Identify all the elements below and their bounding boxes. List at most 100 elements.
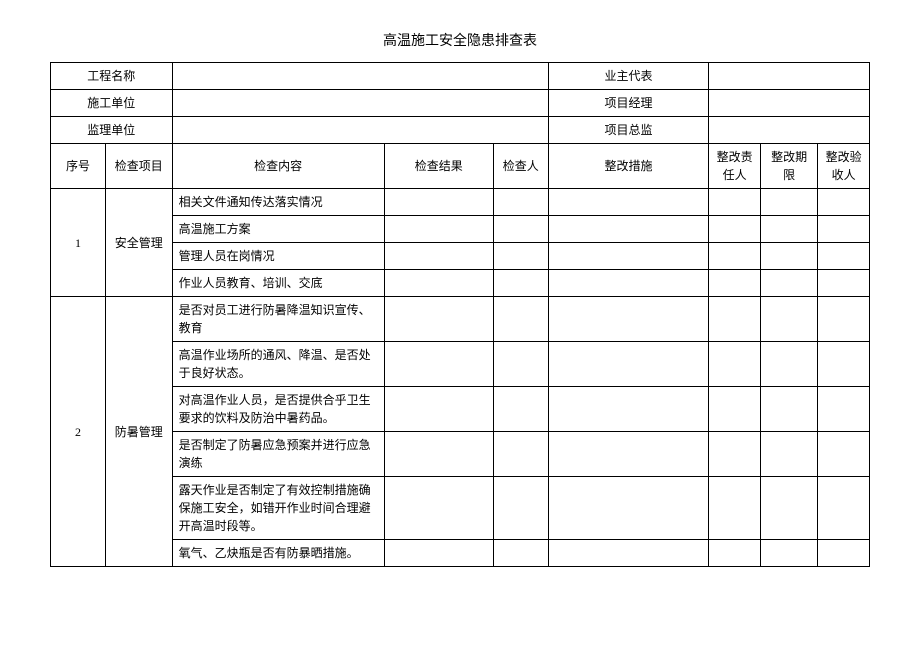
table-row: 作业人员教育、培训、交底 [51, 270, 870, 297]
deadline-cell [760, 342, 817, 387]
content-cell: 氧气、乙炔瓶是否有防暴晒措施。 [172, 540, 384, 567]
measure-cell [548, 243, 709, 270]
info-row-2: 施工单位 项目经理 [51, 90, 870, 117]
result-cell [384, 216, 493, 243]
deadline-cell [760, 432, 817, 477]
person-cell [493, 216, 548, 243]
resp-cell [709, 243, 761, 270]
person-cell [493, 477, 548, 540]
result-cell [384, 432, 493, 477]
project-name-value [172, 63, 548, 90]
accept-cell [818, 432, 870, 477]
measure-cell [548, 216, 709, 243]
result-cell [384, 270, 493, 297]
header-deadline: 整改期限 [760, 144, 817, 189]
table-row: 高温施工方案 [51, 216, 870, 243]
info-row-1: 工程名称 业主代表 [51, 63, 870, 90]
item-cell: 防暑管理 [106, 297, 173, 567]
accept-cell [818, 189, 870, 216]
measure-cell [548, 342, 709, 387]
measure-cell [548, 189, 709, 216]
person-cell [493, 270, 548, 297]
table-row: 1 安全管理 相关文件通知传达落实情况 [51, 189, 870, 216]
measure-cell [548, 432, 709, 477]
content-cell: 露天作业是否制定了有效控制措施确保施工安全，如错开作业时间合理避开高温时段等。 [172, 477, 384, 540]
header-person: 检查人 [493, 144, 548, 189]
supervision-unit-label: 监理单位 [51, 117, 173, 144]
deadline-cell [760, 270, 817, 297]
measure-cell [548, 387, 709, 432]
table-header-row: 序号 检查项目 检查内容 检查结果 检查人 整改措施 整改责任人 整改期限 整改… [51, 144, 870, 189]
table-row: 是否制定了防暑应急预案并进行应急演练 [51, 432, 870, 477]
header-content: 检查内容 [172, 144, 384, 189]
construction-unit-label: 施工单位 [51, 90, 173, 117]
accept-cell [818, 540, 870, 567]
content-cell: 管理人员在岗情况 [172, 243, 384, 270]
resp-cell [709, 432, 761, 477]
content-cell: 对高温作业人员，是否提供合乎卫生要求的饮料及防治中暑药品。 [172, 387, 384, 432]
person-cell [493, 243, 548, 270]
result-cell [384, 477, 493, 540]
resp-cell [709, 189, 761, 216]
info-row-3: 监理单位 项目总监 [51, 117, 870, 144]
header-accept: 整改验收人 [818, 144, 870, 189]
project-manager-value [709, 90, 870, 117]
person-cell [493, 297, 548, 342]
table-row: 高温作业场所的通风、降温、是否处于良好状态。 [51, 342, 870, 387]
table-row: 管理人员在岗情况 [51, 243, 870, 270]
accept-cell [818, 243, 870, 270]
supervision-unit-value [172, 117, 548, 144]
person-cell [493, 387, 548, 432]
result-cell [384, 243, 493, 270]
person-cell [493, 189, 548, 216]
deadline-cell [760, 477, 817, 540]
header-measure: 整改措施 [548, 144, 709, 189]
header-seq: 序号 [51, 144, 106, 189]
seq-cell: 2 [51, 297, 106, 567]
result-cell [384, 297, 493, 342]
measure-cell [548, 540, 709, 567]
deadline-cell [760, 243, 817, 270]
page-title: 高温施工安全隐患排查表 [50, 30, 870, 50]
content-cell: 是否制定了防暑应急预案并进行应急演练 [172, 432, 384, 477]
accept-cell [818, 297, 870, 342]
deadline-cell [760, 297, 817, 342]
deadline-cell [760, 189, 817, 216]
accept-cell [818, 270, 870, 297]
project-director-label: 项目总监 [548, 117, 709, 144]
accept-cell [818, 216, 870, 243]
project-name-label: 工程名称 [51, 63, 173, 90]
resp-cell [709, 387, 761, 432]
measure-cell [548, 270, 709, 297]
content-cell: 高温施工方案 [172, 216, 384, 243]
resp-cell [709, 270, 761, 297]
resp-cell [709, 342, 761, 387]
seq-cell: 1 [51, 189, 106, 297]
content-cell: 是否对员工进行防暑降温知识宣传、教育 [172, 297, 384, 342]
accept-cell [818, 342, 870, 387]
header-resp: 整改责任人 [709, 144, 761, 189]
project-director-value [709, 117, 870, 144]
item-cell: 安全管理 [106, 189, 173, 297]
table-row: 露天作业是否制定了有效控制措施确保施工安全，如错开作业时间合理避开高温时段等。 [51, 477, 870, 540]
result-cell [384, 540, 493, 567]
content-cell: 相关文件通知传达落实情况 [172, 189, 384, 216]
resp-cell [709, 540, 761, 567]
person-cell [493, 540, 548, 567]
person-cell [493, 432, 548, 477]
table-row: 氧气、乙炔瓶是否有防暴晒措施。 [51, 540, 870, 567]
accept-cell [818, 477, 870, 540]
inspection-table: 工程名称 业主代表 施工单位 项目经理 监理单位 项目总监 序号 检查项目 检查… [50, 62, 870, 567]
project-manager-label: 项目经理 [548, 90, 709, 117]
resp-cell [709, 297, 761, 342]
owner-rep-label: 业主代表 [548, 63, 709, 90]
deadline-cell [760, 387, 817, 432]
measure-cell [548, 477, 709, 540]
table-row: 2 防暑管理 是否对员工进行防暑降温知识宣传、教育 [51, 297, 870, 342]
owner-rep-value [709, 63, 870, 90]
deadline-cell [760, 540, 817, 567]
accept-cell [818, 387, 870, 432]
table-row: 对高温作业人员，是否提供合乎卫生要求的饮料及防治中暑药品。 [51, 387, 870, 432]
resp-cell [709, 216, 761, 243]
measure-cell [548, 297, 709, 342]
